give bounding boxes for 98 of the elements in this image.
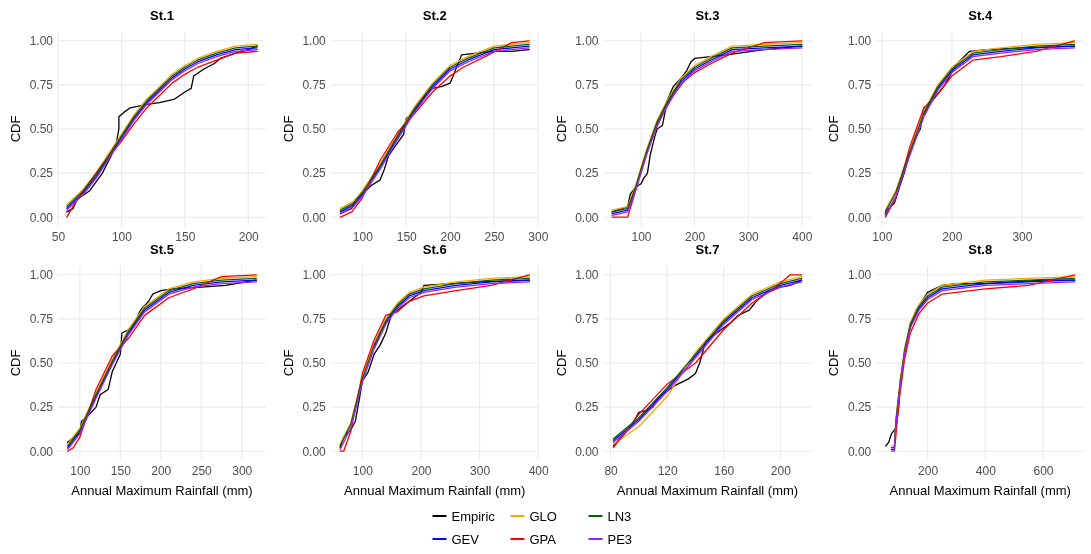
y-tick-label: 0.75 — [575, 312, 599, 327]
x-tick-label: 100 — [111, 229, 133, 244]
y-tick-label: 0.50 — [847, 356, 872, 371]
x-axis-title: Annual Maximum Rainfall (mm) — [616, 483, 799, 498]
x-tick-label: 250 — [191, 463, 213, 478]
y-tick-label: 1.00 — [847, 34, 872, 49]
x-tick-label: 600 — [1033, 463, 1054, 478]
y-tick-label: 1.00 — [847, 268, 872, 283]
y-axis-title: CDF — [553, 115, 569, 143]
y-tick-label: 0.00 — [847, 444, 872, 459]
y-tick-label: 0.50 — [847, 122, 872, 137]
x-tick-label: 250 — [484, 229, 505, 244]
y-tick-label: 0.75 — [29, 312, 54, 327]
y-tick-label: 0.00 — [575, 444, 599, 459]
y-axis-title: CDF — [553, 349, 569, 377]
x-tick-label: 200 — [918, 463, 939, 478]
y-tick-label: 1.00 — [29, 34, 54, 49]
y-tick-label: 0.50 — [29, 356, 54, 371]
x-tick-label: 100 — [352, 463, 374, 478]
x-axis-title: Annual Maximum Rainfall (mm) — [71, 483, 253, 498]
x-tick-label: 200 — [411, 463, 432, 478]
y-tick-label: 0.00 — [302, 444, 327, 459]
chart-title: St.8 — [968, 242, 993, 257]
x-tick-label: 200 — [440, 229, 461, 244]
x-axis-title: Annual Maximum Rainfall (mm) — [889, 483, 1071, 498]
x-tick-label: 400 — [792, 229, 813, 244]
y-tick-label: 1.00 — [575, 34, 599, 49]
y-tick-label: 0.75 — [302, 312, 327, 327]
x-tick-label: 200 — [685, 229, 706, 244]
y-tick-label: 0.25 — [847, 400, 872, 415]
y-tick-label: 0.25 — [302, 166, 327, 181]
y-tick-label: 1.00 — [29, 268, 54, 283]
y-tick-label: 1.00 — [302, 268, 327, 283]
chart-title: St.1 — [150, 8, 174, 23]
y-tick-label: 0.25 — [575, 400, 599, 415]
y-tick-label: 0.25 — [302, 400, 327, 415]
y-tick-label: 0.25 — [575, 166, 599, 181]
y-tick-label: 0.50 — [302, 356, 327, 371]
y-axis-title: CDF — [280, 349, 296, 377]
legend-label: PE3 — [607, 531, 633, 547]
y-tick-label: 0.50 — [575, 122, 599, 137]
y-tick-label: 0.50 — [302, 122, 327, 137]
x-tick-label: 400 — [528, 463, 549, 478]
x-tick-label: 160 — [714, 463, 735, 478]
x-tick-label: 300 — [470, 463, 491, 478]
y-tick-label: 0.50 — [29, 122, 54, 137]
y-tick-label: 0.75 — [847, 312, 872, 327]
y-tick-label: 0.75 — [29, 78, 54, 93]
x-tick-label: 200 — [942, 229, 963, 244]
x-tick-label: 300 — [528, 229, 549, 244]
x-tick-label: 300 — [738, 229, 760, 244]
y-tick-label: 0.00 — [575, 210, 599, 225]
x-tick-label: 100 — [70, 463, 91, 478]
chart-title: St.5 — [150, 242, 174, 257]
chart-title: St.6 — [422, 242, 447, 257]
legend-label: GEV — [451, 531, 480, 547]
x-tick-label: 150 — [396, 229, 418, 244]
y-tick-label: 0.00 — [29, 210, 54, 225]
x-tick-label: 400 — [975, 463, 997, 478]
y-tick-label: 0.00 — [302, 210, 327, 225]
legend-label: Empiric — [451, 508, 496, 524]
y-tick-label: 0.00 — [29, 444, 54, 459]
y-tick-label: 0.50 — [575, 356, 599, 371]
x-tick-label: 300 — [1012, 229, 1033, 244]
y-tick-label: 0.25 — [29, 400, 54, 415]
y-tick-label: 0.75 — [847, 78, 872, 93]
legend-label: GPA — [529, 531, 557, 547]
x-tick-label: 200 — [238, 229, 260, 244]
x-tick-label: 100 — [352, 229, 374, 244]
x-tick-label: 50 — [51, 229, 66, 244]
x-axis-title: Annual Maximum Rainfall (mm) — [344, 483, 526, 498]
x-tick-label: 100 — [872, 229, 893, 244]
y-tick-label: 0.75 — [302, 78, 327, 93]
legend-label: LN3 — [607, 508, 632, 524]
x-tick-label: 300 — [232, 463, 253, 478]
x-tick-label: 200 — [151, 463, 172, 478]
chart-title: St.3 — [695, 8, 720, 23]
y-tick-label: 0.25 — [29, 166, 54, 181]
chart-title: St.4 — [968, 8, 993, 23]
y-tick-label: 0.75 — [575, 78, 599, 93]
y-axis-title: CDF — [280, 115, 296, 143]
x-tick-label: 150 — [110, 463, 132, 478]
x-tick-label: 150 — [175, 229, 196, 244]
chart-title: St.7 — [695, 242, 720, 257]
y-axis-title: CDF — [8, 349, 23, 377]
x-tick-label: 120 — [657, 463, 679, 478]
x-tick-label: 80 — [604, 463, 619, 478]
y-tick-label: 0.00 — [847, 210, 872, 225]
y-axis-title: CDF — [8, 115, 23, 143]
y-tick-label: 1.00 — [302, 34, 327, 49]
x-tick-label: 200 — [770, 463, 792, 478]
chart-title: St.2 — [422, 8, 447, 23]
x-tick-label: 100 — [631, 229, 652, 244]
y-axis-title: CDF — [826, 115, 842, 143]
y-tick-label: 0.25 — [847, 166, 872, 181]
y-tick-label: 1.00 — [575, 268, 599, 283]
y-axis-title: CDF — [826, 349, 842, 377]
legend-label: GLO — [529, 508, 557, 524]
